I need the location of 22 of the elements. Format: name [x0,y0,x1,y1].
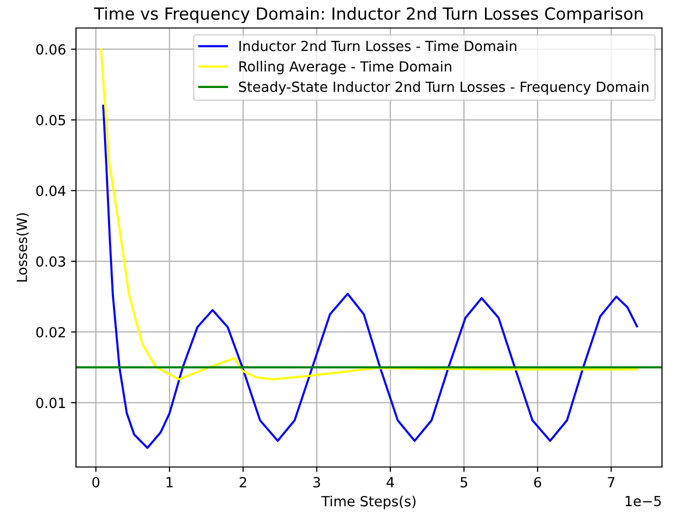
x-tick-label: 7 [608,477,614,488]
y-tick-label: 0.05 [36,114,66,126]
chart-title: Time vs Frequency Domain: Inductor 2nd Turn Losses Comparison [94,7,643,24]
x-tick-label: 2 [240,476,246,488]
x-tick-label: 0 [92,476,100,488]
x-tick-label: 3 [313,476,320,488]
x-tick-label: 4 [386,477,394,488]
legend-label: Steady-State Inductor 2nd Turn Losses - Frequency Domain [239,81,648,95]
y-tick-label: 0.03 [36,256,66,267]
y-tick-label: 0.06 [36,44,66,55]
legend-label: Inductor 2nd Turn Losses - Time Domain [239,40,516,52]
x-tick-label: 1 [166,477,173,488]
y-tick-label: 0.01 [36,398,65,408]
y-axis-title: Losses(W) [16,213,29,282]
y-tick-label: 0.04 [36,186,66,196]
legend-label: Rolling Average - Time Domain [239,60,452,74]
y-tick-label: 0.02 [36,326,65,338]
x-tick-label: 6 [534,476,542,488]
line-series [102,104,638,449]
text: 1e−5 [626,496,661,506]
x-axis-title: Time Steps(s) [321,496,416,510]
x-tick-label: 5 [460,477,468,488]
